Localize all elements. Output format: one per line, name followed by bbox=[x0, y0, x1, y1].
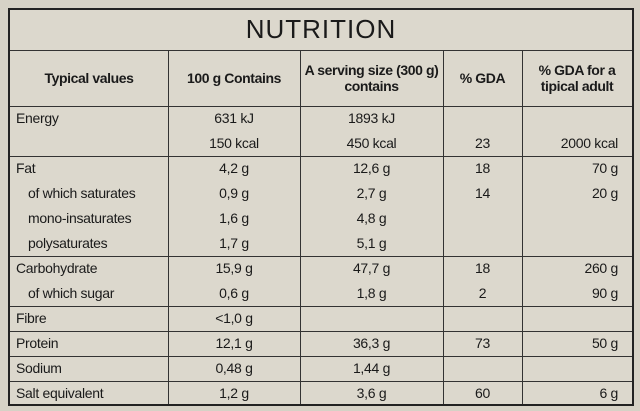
nutrient-name: of which saturates bbox=[28, 185, 136, 201]
rule bbox=[10, 306, 632, 307]
nutrient-value: 150 kcal bbox=[209, 135, 259, 151]
nutrient-value: 2 bbox=[478, 285, 487, 301]
nutrient-name: Carbohydrate bbox=[16, 260, 98, 276]
rule bbox=[10, 50, 632, 51]
rule bbox=[10, 381, 632, 382]
column-header: 100 g Contains bbox=[187, 70, 281, 86]
nutrient-value: 1,8 g bbox=[356, 285, 387, 301]
column-header: % GDA bbox=[459, 70, 506, 86]
nutrient-name: Fat bbox=[16, 160, 36, 176]
nutrient-value: 2000 kcal bbox=[560, 135, 619, 151]
nutrient-name: Energy bbox=[16, 110, 59, 126]
nutrient-value: 60 bbox=[475, 385, 490, 401]
nutrient-value: 4,2 g bbox=[219, 160, 249, 176]
rule bbox=[10, 106, 632, 107]
nutrient-value: 20 g bbox=[591, 185, 618, 201]
nutrient-value: 70 g bbox=[591, 160, 618, 176]
nutrition-label: NUTRITION Typical values 100 g Contains A … bbox=[8, 8, 634, 406]
nutrient-name: polysaturates bbox=[28, 235, 108, 251]
nutrient-name: Protein bbox=[16, 335, 59, 351]
nutrient-value: 18 bbox=[475, 160, 490, 176]
title: NUTRITION bbox=[245, 14, 397, 44]
nutrient-value: 90 g bbox=[591, 285, 618, 301]
nutrient-name: Fibre bbox=[16, 310, 47, 326]
nutrient-value: 3,6 g bbox=[356, 385, 387, 401]
nutrient-name: mono-insaturates bbox=[28, 210, 132, 226]
nutrient-value: 1,6 g bbox=[219, 210, 249, 226]
nutrient-value: 6 g bbox=[599, 385, 618, 401]
nutrient-value: 0,48 g bbox=[215, 360, 253, 376]
rule bbox=[10, 356, 632, 357]
rule bbox=[10, 256, 632, 257]
nutrient-name: of which sugar bbox=[28, 285, 115, 301]
rule bbox=[300, 50, 301, 404]
nutrient-value: 2,7 g bbox=[356, 185, 387, 201]
nutrient-value: 260 g bbox=[584, 260, 618, 276]
nutrient-name: Sodium bbox=[16, 360, 62, 376]
nutrient-value: 0,9 g bbox=[219, 185, 249, 201]
rule bbox=[10, 331, 632, 332]
nutrient-value: 4,8 g bbox=[356, 210, 387, 226]
nutrient-value: <1,0 g bbox=[215, 310, 253, 326]
nutrient-value: 14 bbox=[475, 185, 490, 201]
rule bbox=[10, 156, 632, 157]
nutrient-value: 50 g bbox=[591, 335, 618, 351]
nutrient-value: 1,44 g bbox=[352, 360, 391, 376]
rule bbox=[168, 50, 169, 404]
nutrient-value: 0,6 g bbox=[219, 285, 249, 301]
nutrient-value: 73 bbox=[475, 335, 490, 351]
nutrient-value: 15,9 g bbox=[215, 260, 253, 276]
nutrient-value: 631 kJ bbox=[214, 110, 254, 126]
nutrient-value: 12,6 g bbox=[352, 160, 391, 176]
column-header: % GDA for a tipical adult bbox=[538, 62, 616, 94]
nutrient-value: 18 bbox=[475, 260, 490, 276]
nutrient-value: 47,7 g bbox=[352, 260, 391, 276]
nutrient-value: 1893 kJ bbox=[348, 110, 395, 126]
nutrient-value: 1,7 g bbox=[219, 235, 249, 251]
nutrient-value: 12,1 g bbox=[215, 335, 253, 351]
column-header: Typical values bbox=[44, 70, 134, 86]
nutrient-value: 5,1 g bbox=[356, 235, 387, 251]
nutrient-value: 450 kcal bbox=[346, 135, 397, 151]
column-header: A serving size (300 g) contains bbox=[304, 62, 439, 94]
rule bbox=[522, 50, 523, 404]
nutrient-value: 23 bbox=[475, 135, 490, 151]
rule bbox=[443, 50, 444, 404]
nutrient-value: 1,2 g bbox=[219, 385, 249, 401]
nutrient-name: Salt equivalent bbox=[16, 385, 104, 401]
nutrient-value: 36,3 g bbox=[352, 335, 391, 351]
